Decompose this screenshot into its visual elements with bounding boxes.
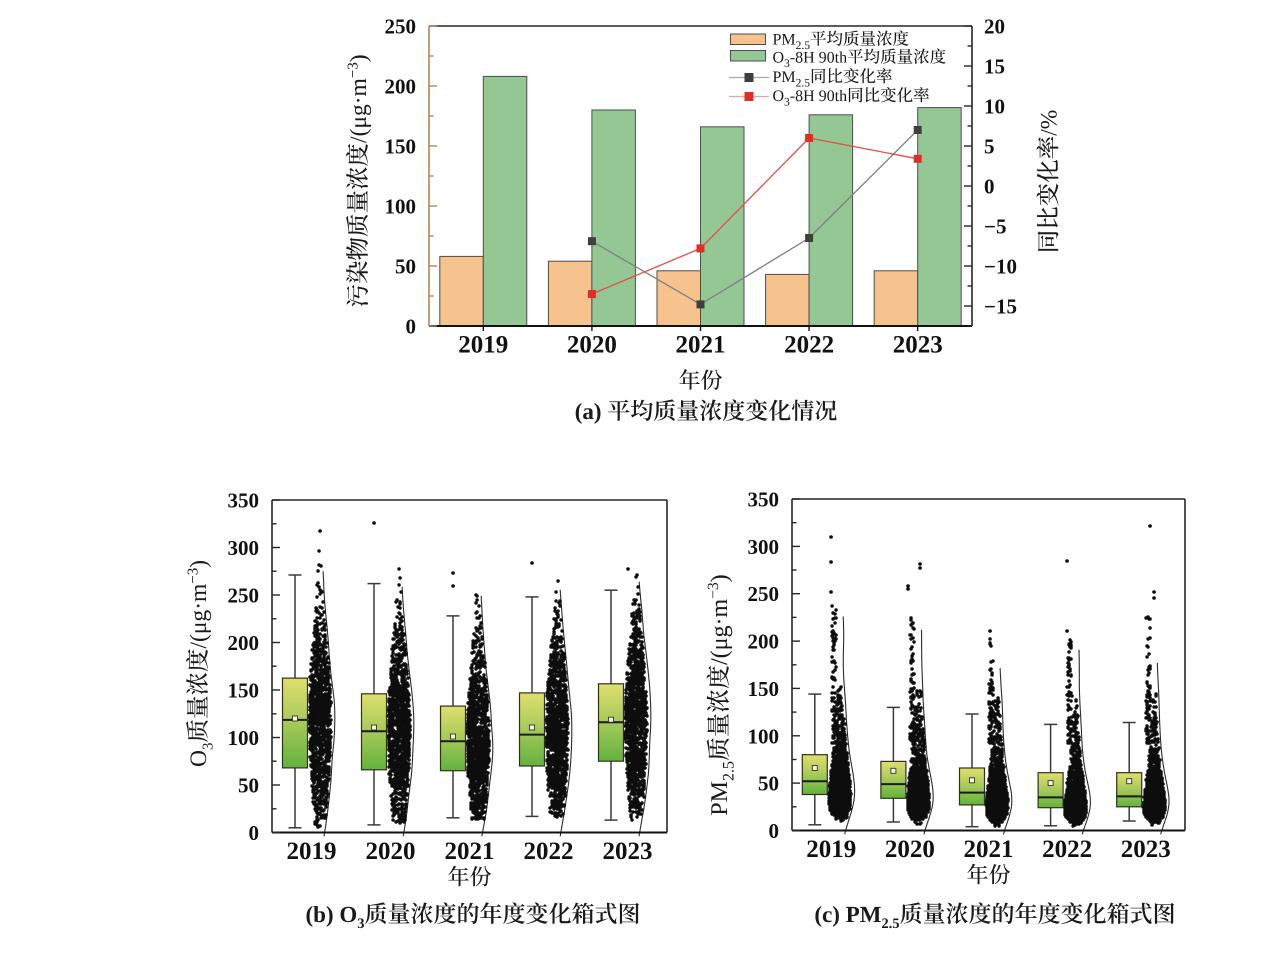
svg-text:2021: 2021 bbox=[676, 332, 726, 359]
svg-text:250: 250 bbox=[228, 584, 260, 608]
svg-text:0: 0 bbox=[249, 821, 260, 845]
svg-text:200: 200 bbox=[385, 75, 417, 99]
svg-text:2020: 2020 bbox=[885, 836, 935, 863]
svg-text:350: 350 bbox=[748, 488, 780, 512]
svg-text:50: 50 bbox=[758, 772, 779, 796]
svg-text:2021: 2021 bbox=[445, 838, 495, 865]
svg-text:−5: −5 bbox=[984, 215, 1006, 239]
svg-text:2023: 2023 bbox=[603, 838, 653, 865]
svg-text:15: 15 bbox=[984, 55, 1005, 79]
svg-text:50: 50 bbox=[238, 774, 259, 798]
svg-text:2022: 2022 bbox=[1042, 836, 1092, 863]
svg-text:2019: 2019 bbox=[287, 838, 337, 865]
svg-text:0: 0 bbox=[984, 175, 995, 199]
svg-text:200: 200 bbox=[748, 630, 780, 654]
svg-text:2022: 2022 bbox=[784, 332, 834, 359]
svg-text:2023: 2023 bbox=[1121, 836, 1171, 863]
svg-text:2020: 2020 bbox=[567, 332, 617, 359]
svg-text:300: 300 bbox=[748, 535, 780, 559]
svg-text:0: 0 bbox=[406, 315, 417, 339]
svg-text:2023: 2023 bbox=[893, 332, 943, 359]
svg-text:250: 250 bbox=[385, 15, 417, 39]
svg-text:5: 5 bbox=[984, 135, 995, 159]
svg-text:100: 100 bbox=[748, 724, 780, 748]
svg-text:2020: 2020 bbox=[366, 838, 416, 865]
svg-text:150: 150 bbox=[228, 679, 260, 703]
svg-text:2021: 2021 bbox=[964, 836, 1014, 863]
svg-text:100: 100 bbox=[385, 195, 417, 219]
svg-text:350: 350 bbox=[228, 489, 260, 513]
svg-text:300: 300 bbox=[228, 536, 260, 560]
svg-text:−15: −15 bbox=[984, 295, 1017, 319]
svg-text:150: 150 bbox=[748, 677, 780, 701]
svg-text:2019: 2019 bbox=[458, 332, 508, 359]
svg-text:−10: −10 bbox=[984, 255, 1017, 279]
svg-text:250: 250 bbox=[748, 582, 780, 606]
svg-text:50: 50 bbox=[395, 255, 416, 279]
svg-text:150: 150 bbox=[385, 135, 417, 159]
svg-text:0: 0 bbox=[769, 819, 780, 843]
svg-text:100: 100 bbox=[228, 726, 260, 750]
svg-text:10: 10 bbox=[984, 95, 1005, 119]
svg-text:2022: 2022 bbox=[524, 838, 574, 865]
svg-text:200: 200 bbox=[228, 631, 260, 655]
svg-text:2019: 2019 bbox=[806, 836, 856, 863]
svg-text:20: 20 bbox=[984, 15, 1005, 39]
